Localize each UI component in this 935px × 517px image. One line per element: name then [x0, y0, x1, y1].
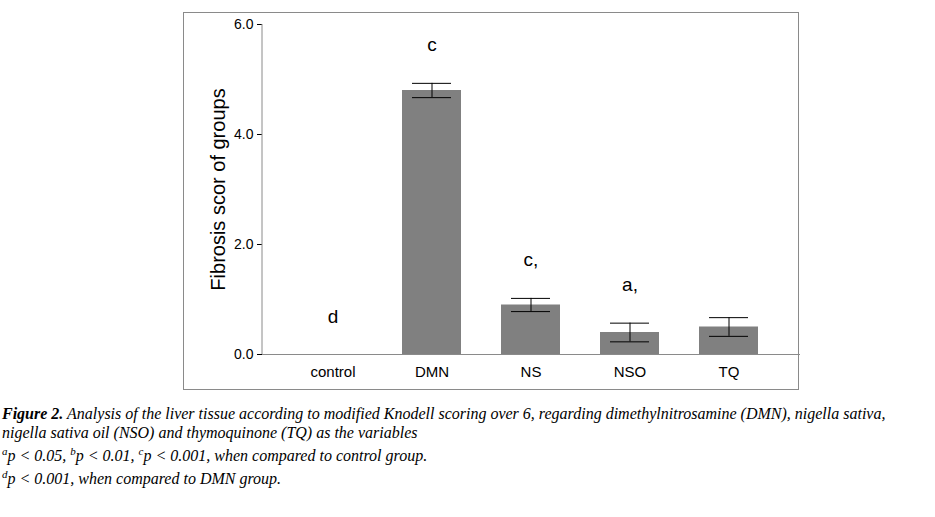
svg-text:NSO: NSO [614, 363, 647, 380]
svg-text:c,: c, [524, 249, 539, 270]
svg-text:Fibrosis scor of groups: Fibrosis scor of groups [207, 88, 229, 290]
svg-text:DMN: DMN [415, 363, 449, 380]
svg-text:d: d [328, 306, 339, 327]
html-text:ap < 0.05,bp < 0.01,cp < 0.001: ap < 0.05,bp < 0.01,cp < 0.001, when com… [2, 445, 428, 465]
svg-text:4.0: 4.0 [234, 126, 254, 142]
svg-text:2.0: 2.0 [234, 236, 254, 252]
svg-text:c: c [427, 34, 437, 55]
svg-text:a,: a, [622, 274, 638, 295]
html-text:dp < 0.001, when compared to D: dp < 0.001, when compared to DMN group. [2, 468, 282, 488]
svg-text:TQ: TQ [719, 363, 740, 380]
html-text:Figure 2. Analysis of the live: Figure 2. Analysis of the liver tissue a… [2, 405, 886, 441]
svg-text:control: control [310, 363, 355, 380]
svg-text:6.0: 6.0 [234, 16, 254, 32]
svg-text:NS: NS [521, 363, 542, 380]
svg-text:0.0: 0.0 [234, 346, 254, 362]
